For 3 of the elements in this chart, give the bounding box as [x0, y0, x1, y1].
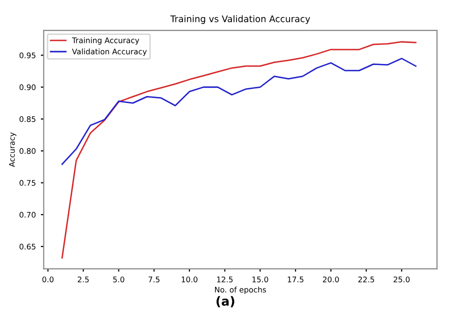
- line-series: [61, 58, 416, 165]
- chart-title: Training vs Validation Accuracy: [170, 15, 310, 24]
- text: (a): [216, 296, 234, 308]
